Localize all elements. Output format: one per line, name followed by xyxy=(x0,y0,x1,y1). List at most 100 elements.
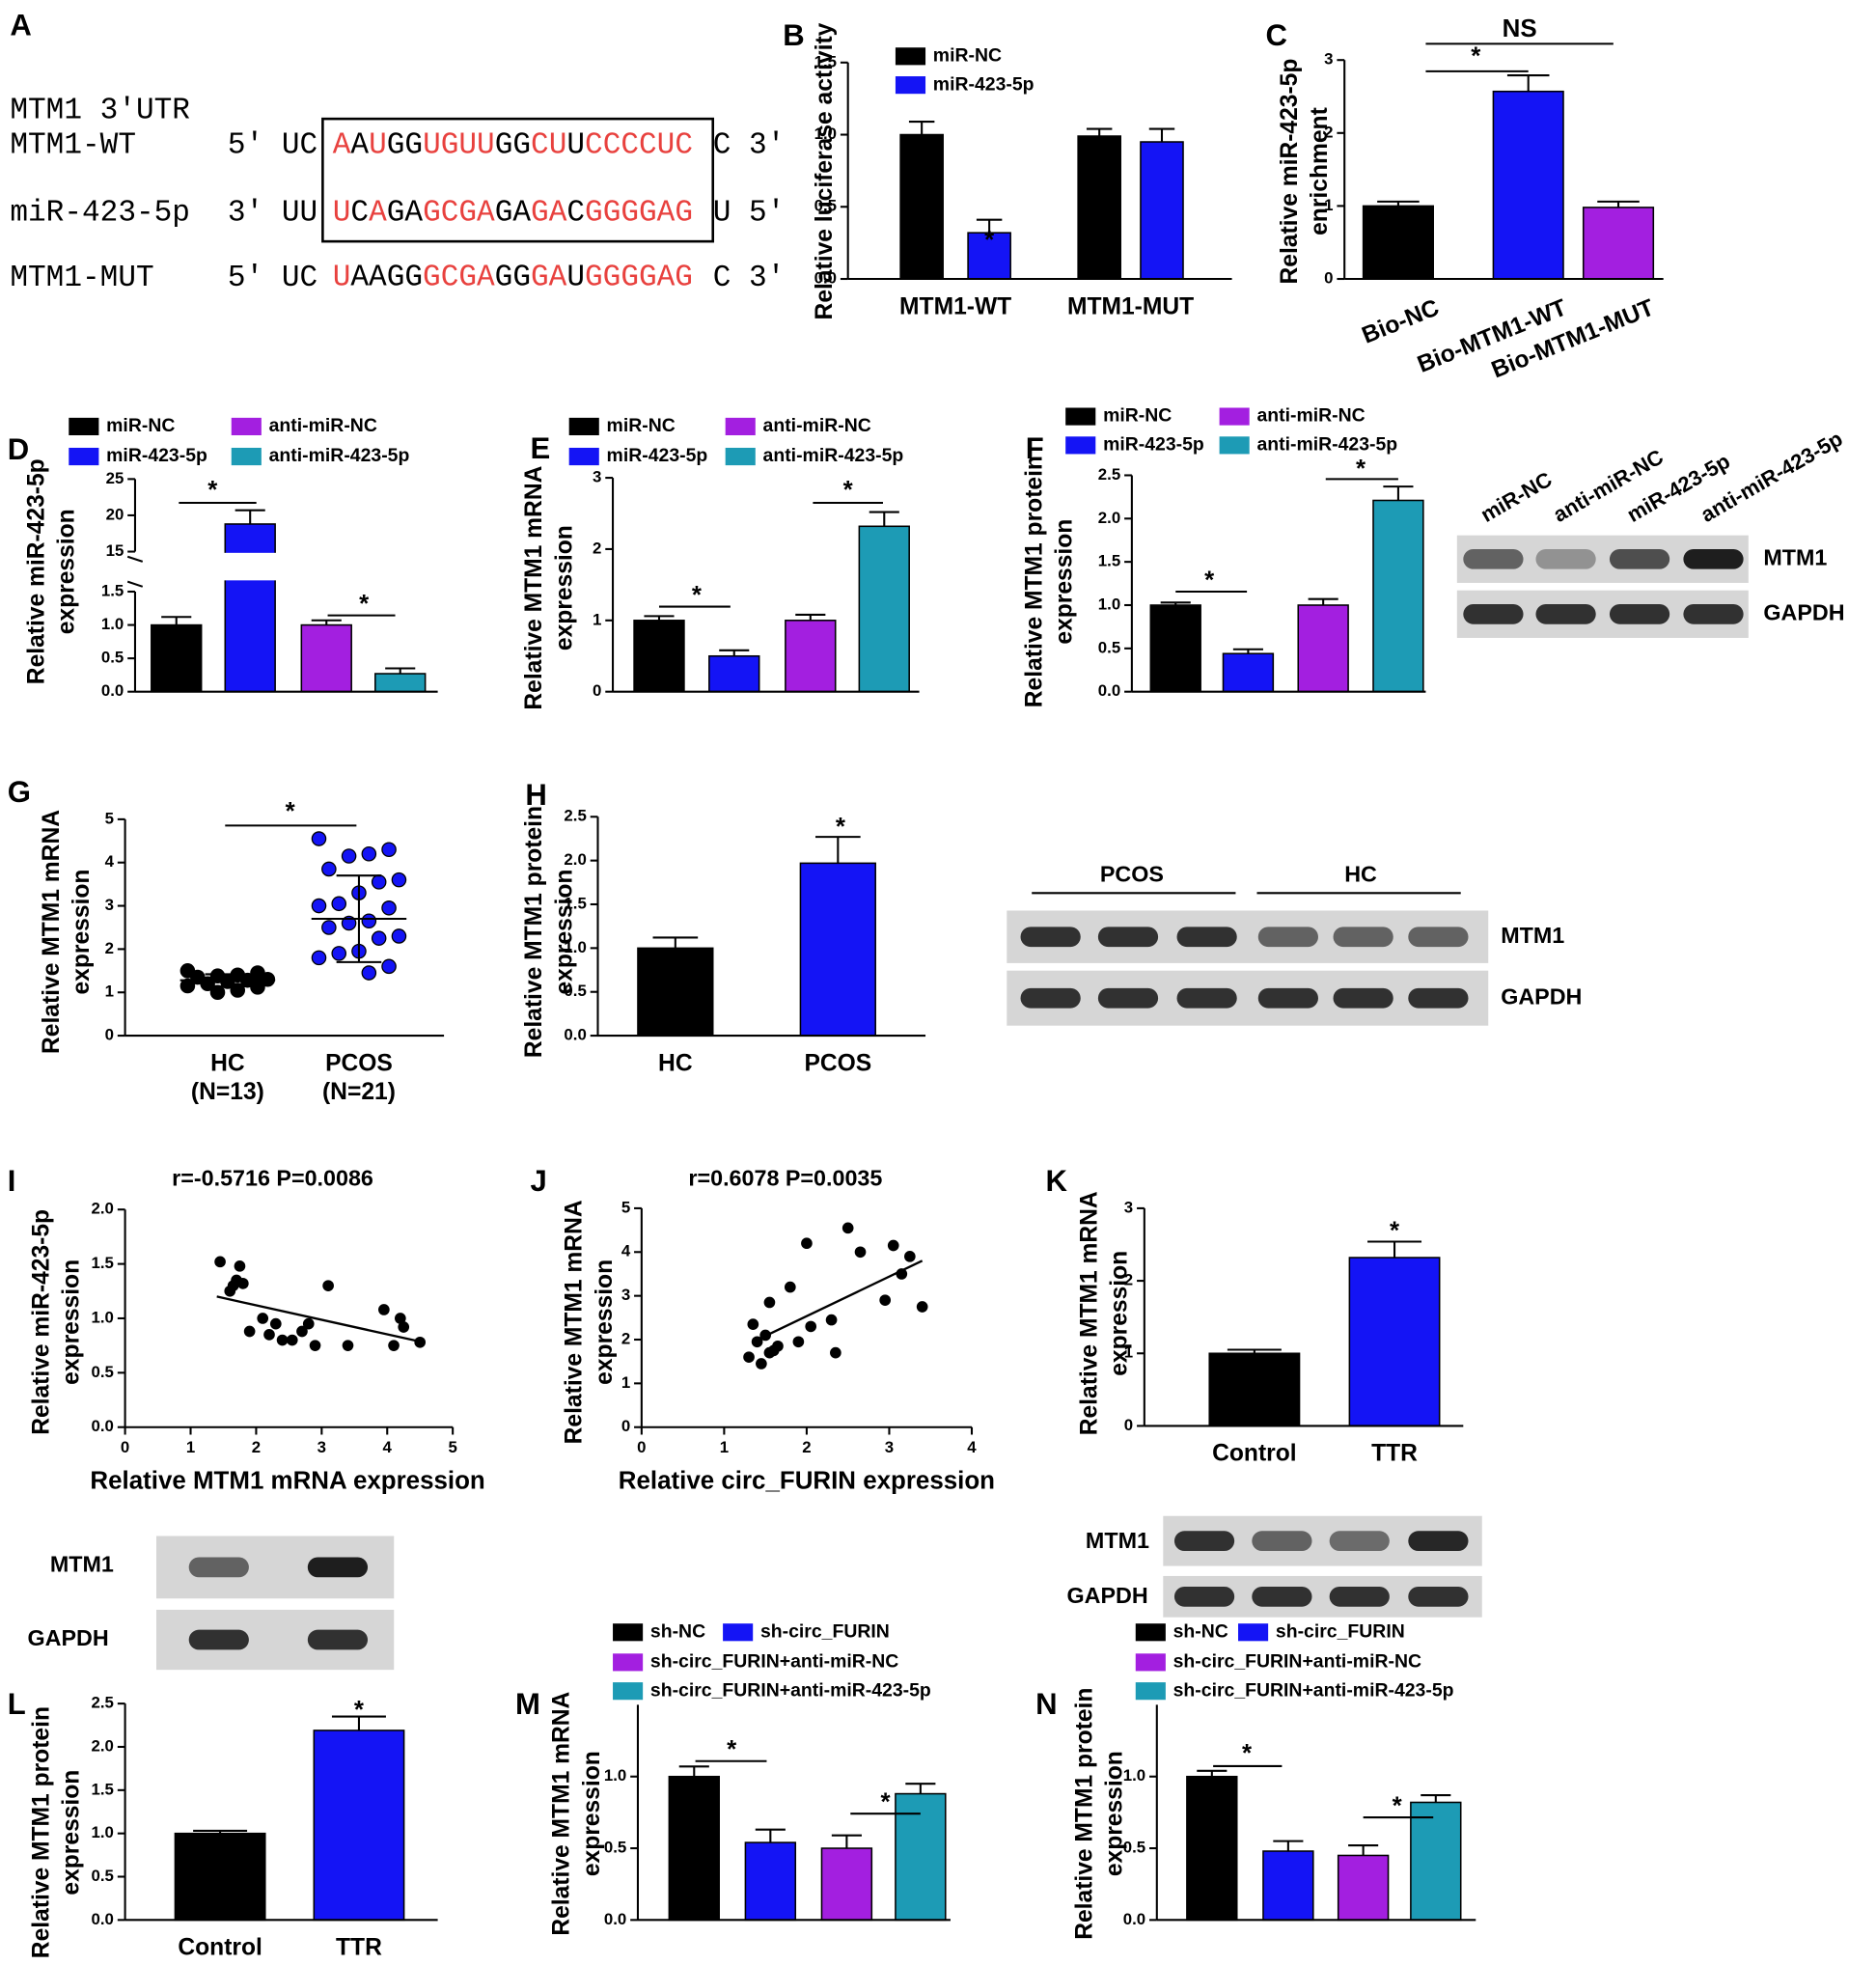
blot-band xyxy=(1329,1586,1390,1607)
legend-swatch xyxy=(568,417,599,436)
x-tick-label: Control xyxy=(178,1935,262,1961)
significance: * xyxy=(984,227,995,254)
panel-label: C xyxy=(1266,18,1287,52)
axis-break xyxy=(126,580,144,588)
y-tick-label: 1.0 xyxy=(1098,595,1120,613)
legend-swatch xyxy=(725,417,756,436)
bar xyxy=(1140,141,1184,280)
x-tick-label: Control xyxy=(1212,1441,1296,1467)
data-point xyxy=(398,1321,410,1333)
sequence: AAUGGUGUUGGCUUCCCCUC xyxy=(333,129,693,163)
y-tick-label: 3 xyxy=(1124,1198,1133,1216)
bar xyxy=(1582,207,1655,280)
y-tick-label: 2 xyxy=(621,1329,630,1347)
legend-label: anti-miR-NC xyxy=(1256,405,1365,427)
x-tick-label: PCOS xyxy=(804,1050,871,1076)
legend-swatch xyxy=(231,417,262,436)
y-tick-label: 1.5 xyxy=(564,894,586,912)
legend-label: sh-NC xyxy=(1173,1620,1228,1642)
y-axis-label: expression xyxy=(551,525,577,650)
chart-title: r=-0.5716 P=0.0086 xyxy=(172,1165,373,1190)
data-point xyxy=(801,1237,813,1250)
y-tick-label: 0.0 xyxy=(564,1026,586,1044)
panel-label: F xyxy=(1026,431,1044,465)
sequence-segment: GA xyxy=(531,262,567,295)
binding-box xyxy=(321,117,715,243)
data-point xyxy=(302,1317,315,1330)
blot-band xyxy=(1257,927,1318,948)
data-point xyxy=(378,1304,390,1315)
x-tick-label: HC xyxy=(210,1050,245,1076)
y-tick-label: 3 xyxy=(1324,50,1333,69)
y-tick-label: 1.5 xyxy=(92,1780,114,1798)
y-axis-label: Relative MTM1 mRNA xyxy=(562,1200,588,1444)
legend-swatch xyxy=(568,447,599,466)
data-point xyxy=(391,928,407,944)
y-axis-label: expression xyxy=(1107,1251,1133,1376)
panel-label: L xyxy=(8,1687,26,1721)
blot-row-label: GAPDH xyxy=(1501,983,1582,1009)
y-tick-label: 1 xyxy=(1124,1343,1133,1362)
significance: * xyxy=(1390,1217,1400,1244)
sequence-end: C 3' xyxy=(713,262,786,295)
blot-band xyxy=(1176,987,1237,1009)
legend-swatch xyxy=(1135,1653,1166,1672)
panel-label: G xyxy=(8,775,31,809)
sequence-segment: U xyxy=(566,129,585,163)
sequence-segment: A xyxy=(369,197,387,231)
sequence-segment: CCCCUC xyxy=(585,129,693,163)
y-axis-label: expression xyxy=(69,870,95,995)
y-axis-label: expression xyxy=(59,1259,85,1385)
data-point xyxy=(311,898,327,914)
y-tick-label: 2 xyxy=(1124,1271,1133,1289)
legend-label: miR-NC xyxy=(607,415,676,436)
sequence-segment: GCGA xyxy=(423,197,495,231)
x-tick-label: 5 xyxy=(448,1438,456,1456)
data-point xyxy=(243,1325,256,1338)
panel-label: I xyxy=(8,1164,16,1198)
data-point xyxy=(311,950,327,966)
x-axis-label: Relative MTM1 mRNA expression xyxy=(90,1468,484,1495)
sequence-segment: GG xyxy=(387,129,423,163)
y-axis-label: Relative miR-423-5p xyxy=(23,458,49,684)
data-point xyxy=(179,978,196,994)
y-tick-label: 20 xyxy=(106,505,124,523)
significance: * xyxy=(207,477,218,504)
y-tick-label: 0 xyxy=(1124,1416,1133,1434)
sequence-segment: CU xyxy=(531,129,566,163)
y-axis-label: Relative MTM1 protein xyxy=(29,1706,55,1958)
bar xyxy=(1410,1801,1462,1922)
data-point xyxy=(214,1256,226,1268)
x-tick-label: 3 xyxy=(317,1438,326,1456)
fit-line xyxy=(216,1295,424,1343)
bar xyxy=(224,523,276,693)
legend-swatch xyxy=(895,76,926,95)
y-tick-label: 1 xyxy=(621,1373,630,1392)
y-axis-label: Relative MTM1 mRNA xyxy=(39,810,65,1054)
y-tick-label: 2.0 xyxy=(92,1200,114,1218)
legend-swatch xyxy=(613,1653,644,1672)
significance: * xyxy=(727,1736,737,1763)
significance: * xyxy=(1356,456,1366,483)
data-point xyxy=(237,1278,249,1289)
y-tick-label: 1.0 xyxy=(101,615,124,633)
sequence-segment: GA xyxy=(387,197,424,231)
blot-band xyxy=(1097,987,1159,1009)
y-tick-label: 0.0 xyxy=(814,268,837,287)
bar xyxy=(1262,1850,1314,1922)
blot-band xyxy=(1020,987,1081,1009)
y-axis-label: Relative MTM1 mRNA xyxy=(1077,1191,1103,1435)
y-axis-label: expression xyxy=(59,1770,85,1896)
legend-label: miR-423-5p xyxy=(106,445,207,466)
legend-label: anti-miR-423-5p xyxy=(269,445,410,466)
sequence-end: 5' UC xyxy=(228,262,317,295)
blot-row-label: GAPDH xyxy=(1066,1583,1147,1608)
bar xyxy=(1297,604,1349,693)
data-point xyxy=(381,842,397,858)
y-tick-label: 5 xyxy=(621,1198,630,1216)
data-point xyxy=(269,1317,282,1330)
blot-group-label: PCOS xyxy=(1100,861,1164,886)
panel-label: H xyxy=(525,778,546,812)
y-tick-label: 25 xyxy=(106,469,124,487)
bar xyxy=(174,1832,266,1922)
